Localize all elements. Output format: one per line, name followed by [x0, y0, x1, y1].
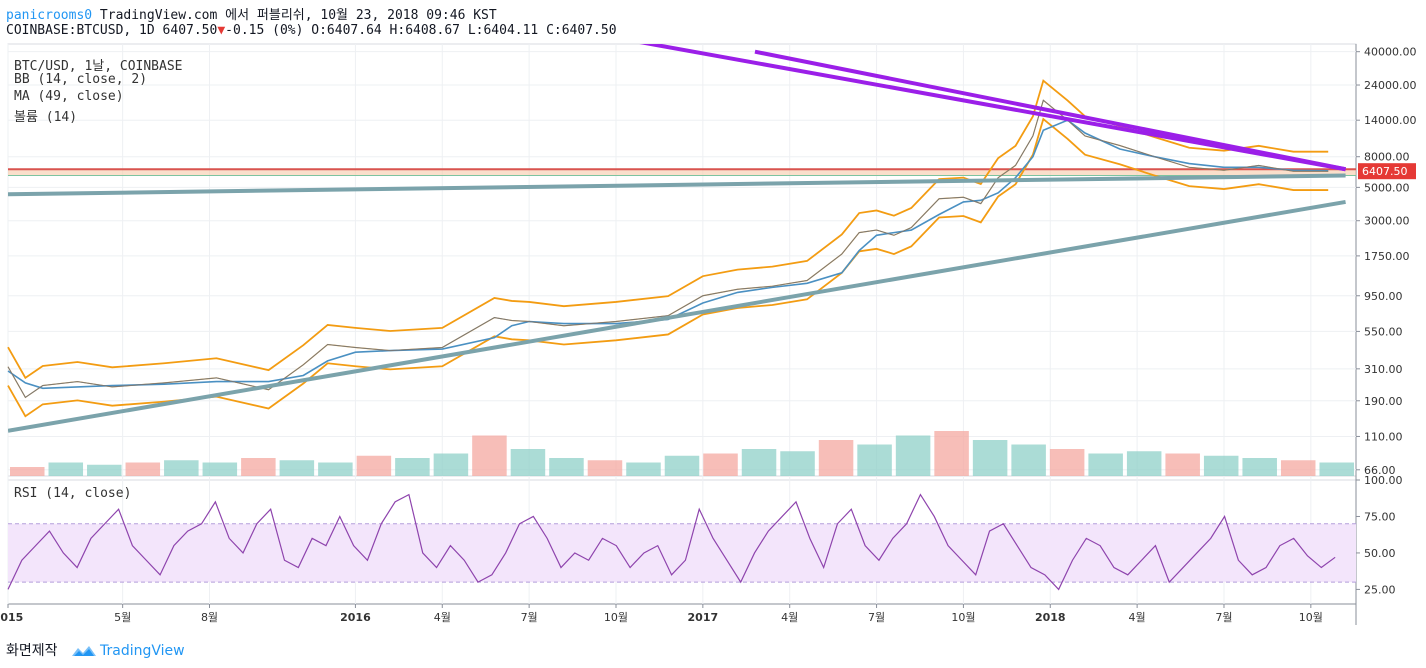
- volume-bar: [164, 460, 199, 476]
- volume-bar: [626, 462, 661, 476]
- trendline-teal-upper: [8, 173, 1346, 197]
- time-tick-label: 5월: [114, 611, 131, 624]
- volume-bar: [318, 462, 353, 476]
- volume-bar: [857, 444, 892, 476]
- price-tick-label: 950.00: [1364, 290, 1403, 303]
- volume-bar: [780, 451, 815, 476]
- price-tick-label: 190.00: [1364, 395, 1403, 408]
- volume-bar: [1126, 451, 1162, 476]
- price-tick-label: 110.00: [1364, 430, 1403, 443]
- trendline-teal-lower: [8, 199, 1346, 433]
- volume-bar: [279, 460, 315, 476]
- rsi-tick-label: 100.00: [1364, 474, 1403, 487]
- rsi-band: [8, 523, 1356, 583]
- volume-bar: [433, 453, 469, 476]
- time-tick-label: 2016: [340, 611, 371, 624]
- legend-bb[interactable]: BB (14, close, 2): [14, 72, 148, 87]
- volume-bar: [1203, 455, 1239, 476]
- volume-bar: [356, 455, 392, 476]
- price-pane: [7, 43, 1357, 477]
- time-tick-label: 8월: [201, 611, 218, 624]
- price-tick-label: 14000.00: [1364, 114, 1417, 127]
- volume-bar: [1088, 453, 1123, 476]
- trendline-purple-2: [754, 49, 1346, 172]
- time-tick-label: 10월: [951, 611, 975, 624]
- volume-bar: [818, 440, 854, 476]
- tradingview-logo-icon: [71, 646, 96, 656]
- price-tick-label: 24000.00: [1364, 79, 1417, 92]
- time-tick-label: 2018: [1035, 611, 1066, 624]
- made-with-text: 화면제작: [6, 643, 58, 659]
- volume-bar: [1242, 458, 1277, 476]
- volume-bar: [395, 458, 430, 476]
- footer: 화면제작 TradingView: [6, 640, 185, 660]
- volume-bar: [549, 458, 584, 476]
- legend-volume[interactable]: 볼륨 (14): [14, 110, 78, 125]
- trendline-purple-1: [639, 44, 1346, 172]
- time-tick-label: 7월: [1215, 611, 1232, 624]
- publish-text: TradingView.com 에서 퍼블리쉬, 10월 23, 2018 09…: [99, 8, 497, 23]
- volume-bar: [895, 435, 931, 476]
- time-tick-label: 10월: [1299, 611, 1323, 624]
- current-price-label: 6407.50: [1362, 165, 1408, 178]
- price-tick-label: 310.00: [1364, 363, 1403, 376]
- volume-bar: [587, 460, 623, 476]
- price-tick-label: 1750.00: [1364, 250, 1410, 263]
- down-arrow-icon: ▼: [217, 23, 226, 38]
- volume-bar: [741, 449, 777, 476]
- last-price: 6407.50: [162, 23, 218, 38]
- price-tick-label: 550.00: [1364, 325, 1403, 338]
- bb-lower-line: [7, 117, 1329, 418]
- price-change: -0.15 (0%): [225, 23, 304, 38]
- symbol-label: COINBASE:BTCUSD, 1D: [6, 23, 155, 38]
- volume-bar: [1165, 453, 1200, 476]
- ma-line: [7, 119, 1329, 390]
- time-tick-label: 7월: [521, 611, 538, 624]
- volume-bar: [1280, 460, 1316, 476]
- tradingview-brand-link[interactable]: TradingView: [99, 643, 185, 659]
- time-tick-label: 7월: [868, 611, 885, 624]
- time-tick-label: 4월: [781, 611, 798, 624]
- volume-bar: [664, 455, 700, 476]
- price-tick-label: 40000.00: [1364, 46, 1417, 59]
- volume-bar: [10, 467, 45, 476]
- rsi-tick-label: 25.00: [1364, 583, 1396, 596]
- volume-bar: [87, 464, 122, 476]
- ohlc-header: COINBASE:BTCUSD, 1D 6407.50▼-0.15 (0%) O…: [6, 23, 617, 38]
- rsi-tick-label: 50.00: [1364, 547, 1396, 560]
- publish-header: panicrooms0 TradingView.com 에서 퍼블리쉬, 10월…: [6, 4, 497, 23]
- volume-bar: [972, 440, 1008, 476]
- time-tick-label: 10월: [604, 611, 628, 624]
- price-tick-label: 66.00: [1364, 464, 1396, 477]
- time-tick-label: 2015: [0, 611, 23, 624]
- volume-bar: [1319, 462, 1354, 476]
- volume-bar: [934, 431, 969, 476]
- volume-bar: [241, 458, 276, 476]
- volume-bar: [1011, 444, 1046, 476]
- rsi-tick-label: 75.00: [1364, 510, 1396, 523]
- legend-rsi[interactable]: RSI (14, close): [14, 486, 132, 501]
- legend-series[interactable]: BTC/USD, 1날, COINBASE: [14, 59, 183, 74]
- volume-bar: [472, 435, 507, 476]
- price-tick-label: 8000.00: [1364, 151, 1410, 164]
- ohlc-values: O:6407.64 H:6408.67 L:6404.11 C:6407.50: [311, 23, 617, 38]
- price-tick-label: 5000.00: [1364, 181, 1410, 194]
- volume-bar: [202, 462, 238, 476]
- price-tick-label: 3000.00: [1364, 215, 1410, 228]
- time-tick-label: 2017: [688, 611, 719, 624]
- legend-ma[interactable]: MA (49, close): [14, 89, 124, 104]
- current-price-badge: [1358, 163, 1416, 180]
- volume-bar: [125, 462, 161, 476]
- support-band: [8, 169, 1356, 176]
- bb-upper-line: [7, 79, 1329, 380]
- time-tick-label: 4월: [434, 611, 451, 624]
- rsi-line: [7, 493, 1336, 591]
- volume-bar: [1049, 449, 1085, 476]
- username-link[interactable]: panicrooms0: [6, 8, 93, 23]
- volume-bar: [48, 462, 84, 476]
- volume-bar: [703, 453, 738, 476]
- time-tick-label: 4월: [1129, 611, 1146, 624]
- volume-bar: [510, 449, 546, 476]
